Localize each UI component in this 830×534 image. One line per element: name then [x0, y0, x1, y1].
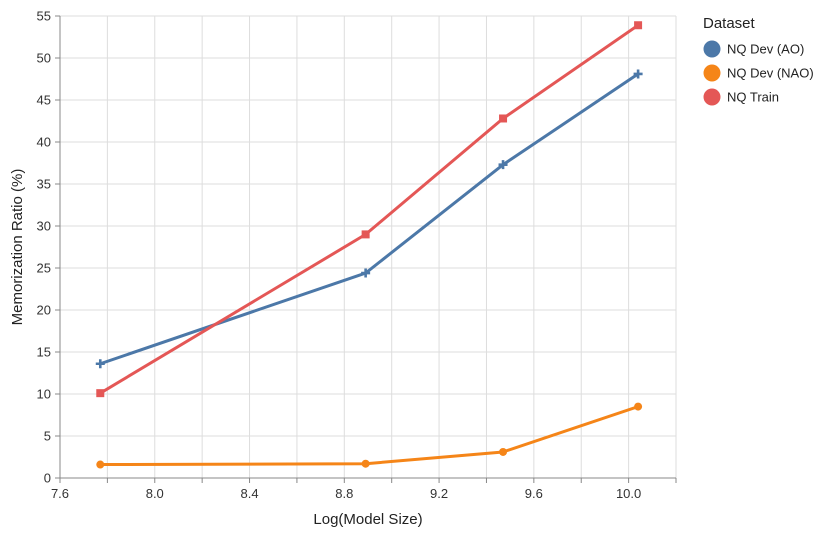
legend-label: NQ Dev (AO)	[727, 42, 804, 57]
legend-label: NQ Dev (NAO)	[727, 66, 814, 81]
y-tick-label: 55	[37, 9, 51, 24]
data-point	[499, 447, 508, 456]
series-line	[100, 405, 639, 467]
legend-title: Dataset	[703, 15, 756, 32]
x-tick-label: 8.8	[335, 486, 353, 501]
y-axis-title: Memorization Ratio (%)	[9, 169, 26, 326]
y-tick-label: 40	[37, 135, 51, 150]
x-axis-title: Log(Model Size)	[313, 511, 422, 528]
series-nq-dev-ao	[95, 69, 643, 369]
series-nq-dev-nao	[96, 402, 643, 469]
y-tick-label: 50	[37, 51, 51, 66]
data-point	[361, 268, 371, 278]
data-point	[633, 69, 643, 79]
series-line	[99, 72, 639, 366]
y-tick-label: 25	[37, 261, 51, 276]
data-point	[499, 114, 508, 123]
y-tick-label: 10	[37, 387, 51, 402]
y-tick-label: 5	[44, 429, 51, 444]
legend: Dataset NQ Dev (AO) NQ Dev (NAO) NQ Train	[703, 15, 814, 106]
data-point	[361, 230, 370, 239]
x-tick-label: 7.6	[51, 486, 69, 501]
data-point	[498, 160, 508, 170]
legend-label: NQ Train	[727, 90, 779, 105]
grid	[59, 15, 677, 479]
axes: 7.6 8.0 8.4 8.8 9.2 9.6 10.0 0 5 10 15 20 25 30 35 40 45…	[37, 9, 677, 501]
x-tick-label: 9.6	[525, 486, 543, 501]
y-tick-label: 0	[44, 471, 51, 486]
legend-swatch	[703, 40, 721, 58]
y-tick-label: 20	[37, 303, 51, 318]
series-layer	[95, 21, 643, 469]
data-point	[634, 21, 643, 30]
legend-swatch	[703, 64, 721, 82]
series-line	[99, 24, 639, 395]
x-tick-label: 8.0	[146, 486, 164, 501]
data-point	[96, 389, 105, 398]
x-tick-label: 10.0	[616, 486, 641, 501]
data-point	[634, 402, 643, 411]
y-tick-label: 15	[37, 345, 51, 360]
data-point	[96, 460, 105, 469]
y-tick-label: 30	[37, 219, 51, 234]
legend-swatch	[703, 88, 721, 106]
x-tick-label: 9.2	[430, 486, 448, 501]
data-point	[95, 359, 105, 369]
y-tick-label: 45	[37, 93, 51, 108]
x-tick-label: 8.4	[240, 486, 258, 501]
series-nq-train	[96, 21, 643, 398]
data-point	[361, 459, 370, 468]
y-tick-label: 35	[37, 177, 51, 192]
